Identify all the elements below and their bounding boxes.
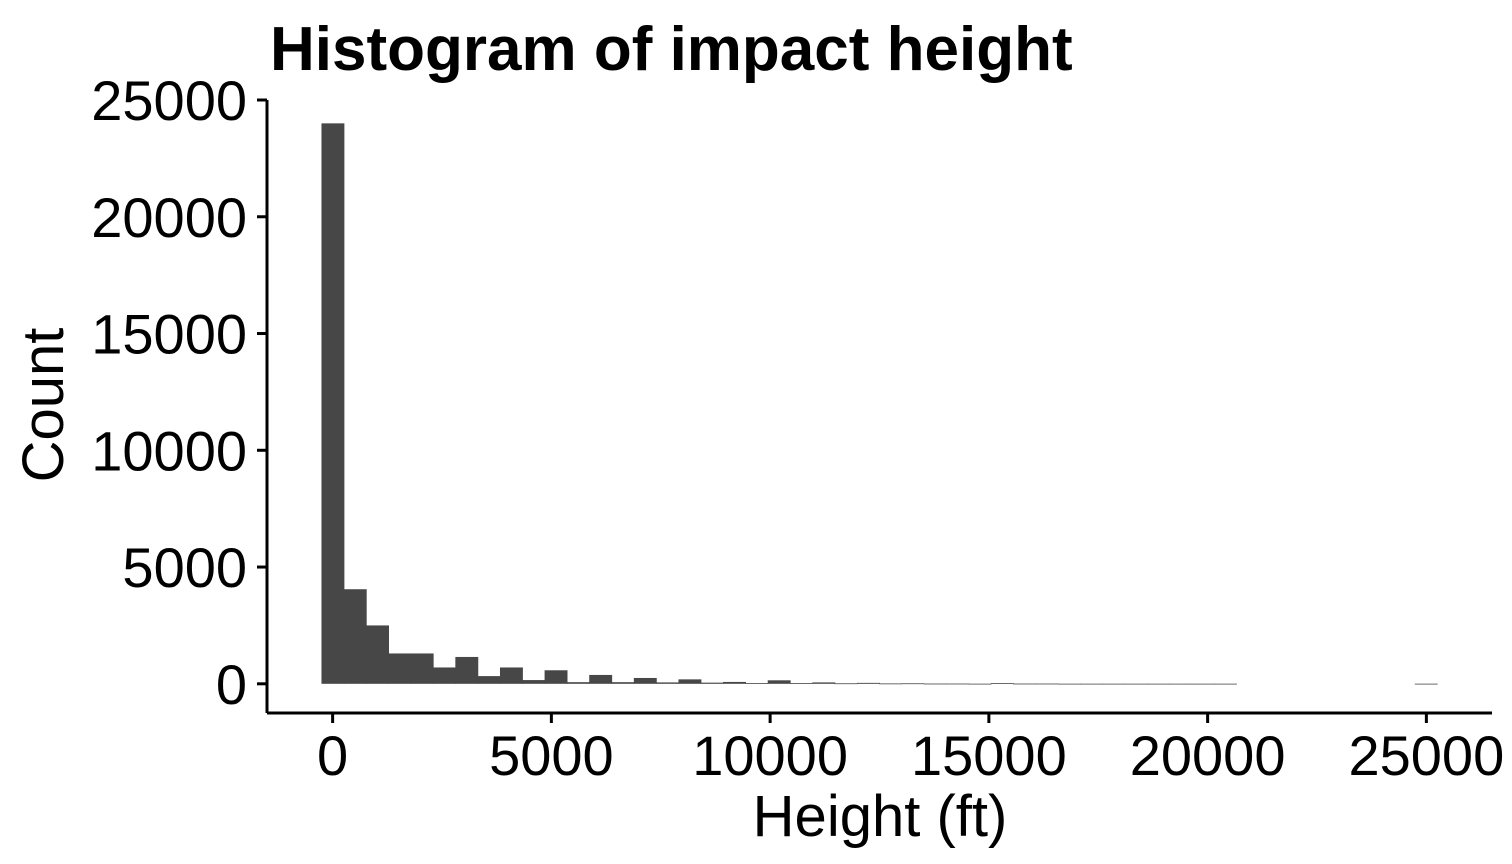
- y-ticks-layer: 0 5000 10000 15000 20000 25000: [91, 69, 267, 716]
- histogram-bar: [544, 670, 568, 684]
- x-tick-label: 15000: [911, 724, 1067, 787]
- histogram-bar: [834, 683, 858, 685]
- histogram-bar: [1013, 683, 1037, 685]
- histogram-bar: [1191, 683, 1215, 685]
- histogram-bar: [1102, 683, 1126, 685]
- histogram-bar: [1414, 683, 1438, 685]
- histogram-bar: [1169, 683, 1193, 685]
- histogram-bar: [366, 625, 389, 684]
- chart-title: Histogram of impact height: [270, 15, 1073, 84]
- histogram-bar: [723, 681, 746, 684]
- histogram-bar: [968, 683, 992, 685]
- x-tick-label: 10000: [692, 724, 848, 787]
- histogram-bar: [433, 667, 456, 684]
- histogram-bar: [1057, 683, 1081, 685]
- histogram-bar: [923, 683, 947, 685]
- histogram-bar: [477, 676, 501, 684]
- histogram-bar: [656, 682, 680, 684]
- histogram-bar: [946, 683, 970, 685]
- histogram-bar: [767, 680, 791, 684]
- histogram-bar: [1147, 683, 1170, 685]
- histogram-bar: [1080, 683, 1103, 685]
- histogram-bar: [499, 667, 523, 684]
- histogram-bar: [812, 682, 836, 684]
- y-tick-label: 15000: [91, 303, 247, 366]
- histogram-bar: [633, 677, 657, 684]
- histogram-bar: [790, 683, 813, 684]
- histogram-bar: [1124, 683, 1148, 685]
- histogram-bar: [410, 653, 434, 684]
- y-tick-label: 20000: [91, 186, 247, 249]
- histogram-bar: [745, 683, 769, 684]
- histogram-bar: [522, 680, 546, 684]
- histogram-bar: [990, 683, 1014, 684]
- x-tick-label: 20000: [1130, 724, 1286, 787]
- y-tick-label: 0: [216, 653, 247, 716]
- histogram-bar: [678, 679, 702, 684]
- histogram-bar: [879, 683, 903, 685]
- x-tick-label: 0: [317, 724, 348, 787]
- bars-layer: [321, 123, 1438, 685]
- histogram-bar: [343, 589, 367, 684]
- x-ticks-layer: 0 5000 10000 15000 20000 25000: [317, 713, 1504, 787]
- x-tick-label: 25000: [1349, 724, 1505, 787]
- y-axis-title: Count: [11, 328, 76, 483]
- histogram-bar: [901, 683, 925, 685]
- histogram-bar: [455, 656, 479, 684]
- histogram-bar: [1213, 683, 1237, 685]
- x-axis-title: Height (ft): [753, 784, 1008, 849]
- y-tick-label: 25000: [91, 69, 247, 132]
- histogram-bar: [1035, 683, 1059, 685]
- histogram-bar: [321, 123, 345, 684]
- y-tick-label: 5000: [122, 536, 247, 599]
- histogram-bar: [589, 674, 613, 684]
- histogram-bar: [566, 682, 590, 684]
- x-tick-label: 5000: [489, 724, 614, 787]
- histogram-bar: [388, 653, 412, 684]
- histogram-bar: [700, 682, 724, 684]
- y-tick-label: 10000: [91, 419, 247, 482]
- histogram-bar: [856, 682, 880, 684]
- histogram-bar: [611, 682, 635, 684]
